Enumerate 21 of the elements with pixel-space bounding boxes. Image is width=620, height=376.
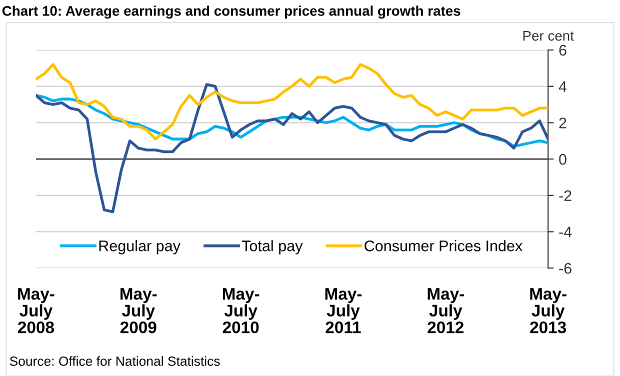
y-tick-label: 2 (559, 118, 566, 128)
y-tick-label: 6 (559, 44, 566, 56)
y-tick-label: 4 (558, 81, 567, 92)
legend-label: Total pay (242, 240, 303, 254)
chart-title: Chart 10: Average earnings and consumer prices annual growth rates (2, 6, 460, 19)
y-tick-label: 0 (559, 154, 566, 165)
legend-label: Consumer Prices Index (364, 240, 522, 252)
source-note: Source: Office for National Statistics (10, 356, 220, 366)
line-series (36, 63, 548, 140)
x-tick-label: May- July 2011 (325, 288, 362, 334)
x-tick-label: May- July 2012 (428, 288, 464, 334)
y-tick-label: -4 (559, 226, 572, 238)
y-tick-label: -6 (559, 262, 572, 274)
y-axis-title: Per cent (523, 31, 574, 41)
x-tick-label: May- July 2013 (530, 288, 566, 334)
legend-label: Regular pay (99, 240, 180, 254)
y-tick-label: -2 (559, 190, 572, 201)
x-tick-label: May- July 2008 (18, 288, 54, 334)
line-series (36, 83, 548, 214)
x-tick-label: May- July 2009 (120, 288, 157, 334)
x-tick-label: May- July 2010 (222, 288, 260, 334)
